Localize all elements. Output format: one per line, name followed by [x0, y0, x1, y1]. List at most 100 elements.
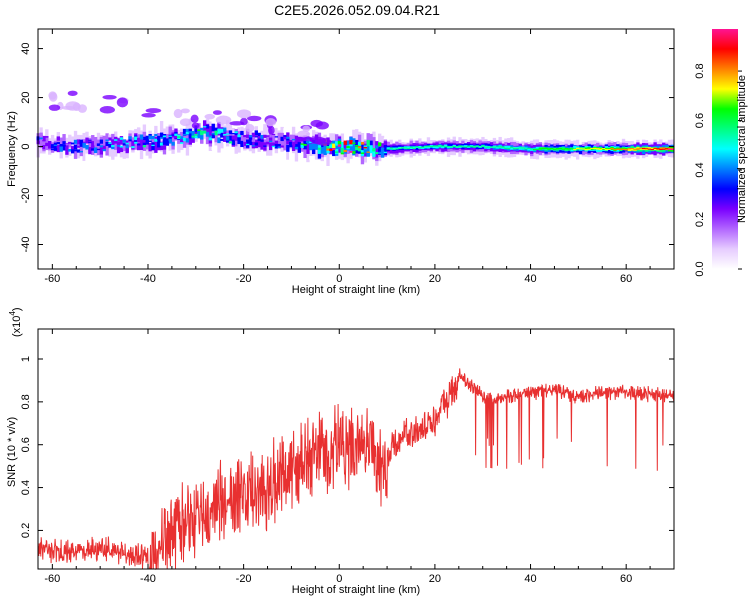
spectrogram-cell — [134, 141, 138, 144]
spectrogram-cell — [68, 134, 72, 147]
spectrogram-cell — [472, 146, 477, 148]
spectrogram-cell — [208, 137, 213, 141]
spectrogram-cell — [587, 147, 591, 150]
spectrogram-cell — [85, 137, 89, 144]
spectrogram-cell — [165, 138, 170, 142]
spectrogram-cell — [246, 143, 250, 146]
spectrogram-cell — [53, 148, 58, 151]
spectrogram-cell — [294, 139, 299, 145]
spectrogram-cell — [45, 146, 49, 151]
spectrogram-cell — [283, 137, 287, 149]
spectrogram-cell — [274, 140, 279, 146]
spectrogram-x-axis: -60 -40 -20 0 20 40 60 — [44, 29, 675, 285]
spectrogram-cell — [515, 147, 520, 149]
spectrogram-cell — [134, 137, 138, 150]
spectrogram-cell — [268, 140, 273, 143]
snr-series-line — [37, 368, 675, 571]
spectrogram-cell — [441, 145, 445, 147]
spectrogram-cell — [357, 146, 362, 152]
spectrogram-cell — [461, 146, 465, 148]
spectrogram-cell — [487, 146, 491, 148]
spectrogram-cell — [550, 147, 554, 150]
spectrogram-cell — [116, 141, 121, 147]
spectrogram-cell — [355, 139, 359, 148]
spectrogram-cell — [91, 141, 95, 150]
spectrogram-cell — [415, 146, 419, 151]
spectrogram-cell — [228, 135, 233, 141]
spectrogram-cell — [383, 145, 388, 150]
spectrogram-cell — [340, 147, 345, 151]
spectrogram-cell — [254, 130, 258, 138]
spectrogram-patch — [265, 118, 277, 127]
spectrogram-cell — [289, 134, 293, 146]
spectrogram-cell — [168, 128, 172, 140]
spectrogram-cell — [257, 138, 261, 141]
spectrogram-cell — [291, 136, 296, 146]
snr-ytick-label: 1 — [20, 356, 32, 362]
spectrogram-cell — [389, 147, 393, 149]
spectrogram-cell — [332, 148, 336, 151]
spectrogram-cell — [578, 148, 583, 150]
spectrogram-cell — [300, 143, 304, 145]
spectrogram-cell — [211, 132, 215, 135]
spectrogram-cell — [294, 146, 299, 150]
spectrogram-cell — [280, 133, 284, 139]
spectrogram-patch — [141, 112, 156, 118]
spectrogram-cell — [326, 148, 330, 154]
spectrogram-patch — [191, 122, 200, 129]
spectrogram-cell — [191, 135, 195, 138]
spectrogram-cell — [105, 139, 109, 142]
spectrogram-cell — [521, 147, 525, 149]
spectrogram-cell — [524, 148, 528, 150]
spectrogram-cell — [464, 146, 468, 148]
spectrogram-cell — [303, 142, 307, 150]
spectrogram-cell — [171, 134, 175, 136]
spectrogram-cell — [377, 151, 382, 155]
spectrogram-cell — [217, 132, 221, 134]
spectrogram-cell — [650, 148, 654, 151]
spectrogram-cell — [251, 140, 256, 149]
spectrogram-cell — [125, 146, 129, 154]
spectrogram-cell — [237, 134, 241, 138]
spectrogram-cell — [73, 145, 78, 159]
spectrogram-cell — [116, 141, 121, 154]
spectrogram-cell — [234, 131, 238, 134]
spectrogram-cell — [211, 123, 215, 132]
spectrogram-cell — [432, 145, 436, 149]
spectrogram-cell — [297, 142, 302, 147]
spectrogram-cell — [349, 140, 353, 145]
spectrogram-cell — [99, 145, 104, 148]
spectrogram-cell — [148, 142, 152, 152]
spectrogram-cell — [200, 131, 204, 140]
spectrogram-cell — [136, 137, 141, 142]
spectrogram-cell — [375, 141, 379, 149]
spectrogram-cell — [62, 144, 66, 147]
spectrogram-cell — [260, 139, 264, 142]
spectrogram-cell — [182, 137, 187, 142]
spectrogram-cell — [455, 146, 459, 148]
spectrogram-cell — [237, 137, 241, 140]
spectrogram-cell — [619, 148, 623, 150]
spectrogram-cell — [182, 134, 187, 148]
spectrogram-cell — [581, 148, 586, 150]
spectrogram-cell — [369, 146, 373, 149]
spectrogram-cell — [323, 143, 327, 156]
spectrogram-cell — [88, 147, 92, 155]
spectrogram-patch — [315, 138, 332, 146]
spectrogram-cell — [240, 135, 244, 146]
spectrogram-cell — [136, 143, 141, 146]
spectrogram-cell — [125, 142, 129, 145]
spectrogram-cell — [180, 131, 184, 141]
spectrogram-cell — [291, 141, 296, 147]
spectrogram-cell — [369, 148, 373, 154]
spectrogram-cell — [621, 148, 626, 150]
spectrogram-cell — [220, 132, 224, 138]
spectrogram-cell — [45, 142, 49, 149]
spectrogram-cell — [73, 149, 78, 152]
spectrogram-cell — [62, 144, 66, 151]
spectrogram-cell — [653, 147, 657, 149]
spectrogram-cell — [231, 135, 236, 140]
spectrogram-cell — [76, 149, 81, 153]
spectrogram-cell — [398, 147, 402, 150]
spectrogram-cell — [596, 147, 600, 153]
